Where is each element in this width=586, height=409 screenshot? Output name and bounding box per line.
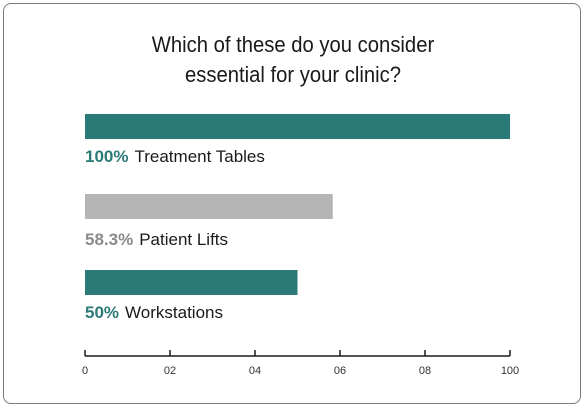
bar-workstations <box>85 270 298 295</box>
bar-label: 100% Treatment Tables <box>85 147 265 166</box>
chart-title: Which of these do you consider essential… <box>151 32 435 87</box>
bar-category-label: Workstations <box>125 303 223 322</box>
bar-value-label: 50% <box>85 303 119 322</box>
x-tick-label: 08 <box>419 365 431 377</box>
bar-patient-lifts <box>85 194 333 219</box>
bar-label: 58.3% Patient Lifts <box>85 230 228 249</box>
x-tick-label: 06 <box>334 365 346 377</box>
bar-category-label: Patient Lifts <box>139 230 228 249</box>
bar-value-label: 100% <box>85 147 128 166</box>
x-tick-label: 04 <box>249 365 261 377</box>
bar-category-label: Treatment Tables <box>134 147 264 166</box>
bar-treatment-tables <box>85 114 510 139</box>
x-tick-label: 0 <box>82 365 88 377</box>
bar-label: 50% Workstations <box>85 303 223 322</box>
x-tick-label: 02 <box>164 365 176 377</box>
x-tick-label: 100 <box>501 365 519 377</box>
bar-value-label: 58.3% <box>85 230 133 249</box>
